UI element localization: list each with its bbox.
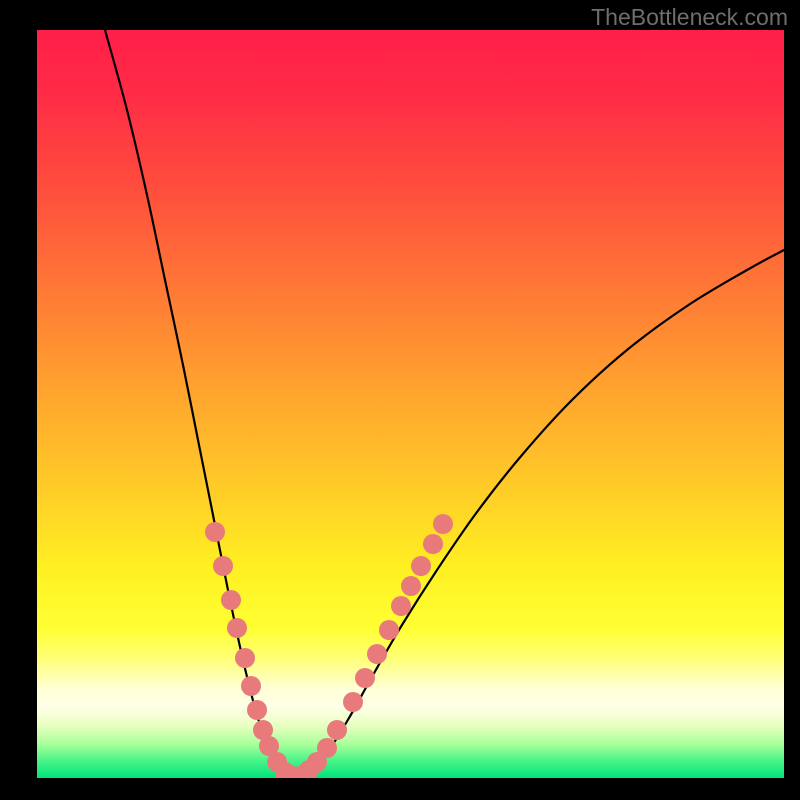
data-marker: [355, 668, 375, 688]
data-marker: [221, 590, 241, 610]
data-marker: [327, 720, 347, 740]
plot-area: [37, 30, 784, 778]
chart-container: TheBottleneck.com: [0, 0, 800, 800]
data-marker: [227, 618, 247, 638]
watermark-text: TheBottleneck.com: [591, 4, 788, 31]
data-marker: [433, 514, 453, 534]
data-marker: [411, 556, 431, 576]
data-marker: [367, 644, 387, 664]
data-marker: [317, 738, 337, 758]
data-marker: [391, 596, 411, 616]
data-marker: [401, 576, 421, 596]
data-marker: [423, 534, 443, 554]
data-marker: [379, 620, 399, 640]
data-marker: [213, 556, 233, 576]
data-marker: [241, 676, 261, 696]
data-marker: [343, 692, 363, 712]
curve-right-branch: [299, 250, 784, 778]
data-marker: [247, 700, 267, 720]
chart-svg: [37, 30, 784, 778]
data-marker: [235, 648, 255, 668]
curve-left-branch: [105, 30, 294, 778]
data-marker: [205, 522, 225, 542]
